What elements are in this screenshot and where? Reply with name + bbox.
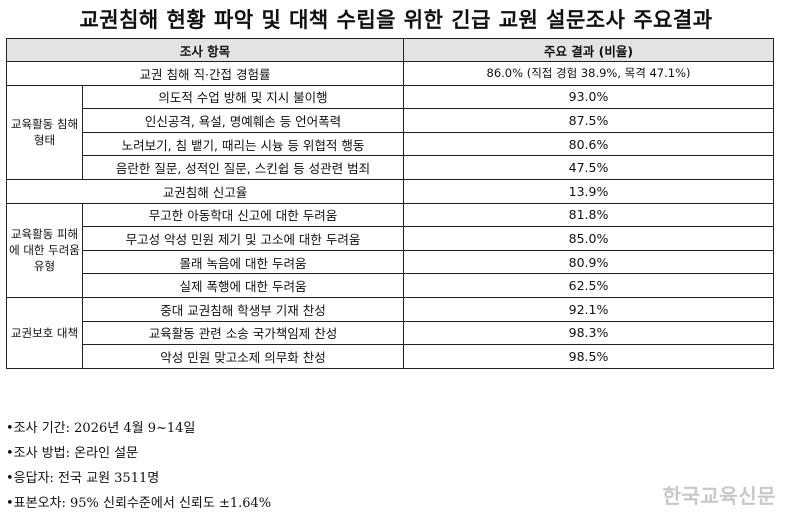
- row-value: 92.1%: [403, 296, 775, 322]
- row-value: 86.0% (직접 경험 38.9%, 목격 47.1%): [403, 61, 775, 86]
- row-label: 몰래 녹음에 대한 두려움: [81, 249, 405, 275]
- table-row: 무고성 악성 민원 제기 및 고소에 대한 두려움 85.0%: [7, 226, 775, 251]
- table-row: 몰래 녹음에 대한 두려움 80.9%: [7, 249, 775, 275]
- table-row: 음란한 질문, 성적인 질문, 스킨쉽 등 성관련 범죄 47.5%: [7, 155, 775, 180]
- row-value: 13.9%: [403, 178, 775, 204]
- category-cell: 교권보호 대책: [6, 296, 83, 369]
- table-row: 교육활동 피해에 대한 두려움 유형 무고한 아동학대 신고에 대한 두려움 8…: [6, 202, 775, 298]
- row-value: 98.3%: [403, 320, 775, 346]
- row-label: 노려보기, 침 뱉기, 때리는 시늉 등 위협적 행동: [81, 131, 405, 157]
- note-respondents: •응답자: 전국 교원 3511명: [6, 471, 160, 486]
- table-row: 교육활동 침해 형태 의도적 수업 방해 및 지시 불이행 93.0%: [6, 84, 775, 180]
- row-label: 교육활동 관련 소송 국가책임제 찬성: [81, 320, 405, 346]
- category-cell: 교육활동 피해에 대한 두려움 유형: [6, 202, 83, 298]
- table-row: 교권 침해 직·간접 경험률 86.0% (직접 경험 38.9%, 목격 47…: [5, 61, 775, 86]
- row-label: 실제 폭행에 대한 두려움: [81, 273, 405, 298]
- row-label: 무고성 악성 민원 제기 및 고소에 대한 두려움: [81, 226, 405, 251]
- row-value: 62.5%: [403, 273, 775, 298]
- note-margin-of-error: •표본오차: 95% 신뢰수준에서 신뢰도 ±1.64%: [6, 496, 272, 511]
- page-title: 교권침해 현황 파악 및 대책 수립을 위한 긴급 교원 설문조사 주요결과: [79, 8, 713, 32]
- row-label: 중대 교권침해 학생부 기재 찬성: [81, 296, 405, 322]
- table-row: 교권침해 신고율 13.9%: [5, 178, 775, 204]
- row-value: 47.5%: [403, 155, 775, 180]
- row-label: 인신공격, 욕설, 명예훼손 등 언어폭력: [81, 108, 405, 133]
- note-method: •조사 방법: 온라인 설문: [6, 446, 139, 461]
- row-label: 음란한 질문, 성적인 질문, 스킨쉽 등 성관련 범죄: [81, 155, 405, 180]
- table-row: 교육활동 관련 소송 국가책임제 찬성 98.3%: [7, 320, 775, 346]
- row-label: 무고한 아동학대 신고에 대한 두려움: [81, 202, 405, 228]
- table-row: 악성 민원 맞고소제 의무화 찬성 98.5%: [7, 344, 775, 369]
- table-row: 교권보호 대책 중대 교권침해 학생부 기재 찬성 92.1%: [6, 296, 775, 369]
- row-value: 81.8%: [403, 202, 775, 228]
- survey-notes: •조사 기간: 2026년 4월 9~14일 •조사 방법: 온라인 설문 •응…: [6, 416, 271, 516]
- header-item: 조사 항목: [5, 38, 405, 62]
- row-label: 교권 침해 직·간접 경험률: [5, 61, 405, 86]
- row-value: 93.0%: [403, 84, 775, 110]
- survey-results-table: 조사 항목 주요 결과 (비율) 교권 침해 직·간접 경험률 86.0% (직…: [5, 38, 775, 369]
- category-cell: 교육활동 침해 형태: [6, 84, 83, 180]
- row-value: 85.0%: [403, 226, 775, 251]
- publisher-watermark: 한국교육신문: [662, 484, 776, 508]
- table-header-row: 조사 항목 주요 결과 (비율): [5, 38, 775, 62]
- row-label: 교권침해 신고율: [5, 178, 405, 204]
- row-value: 87.5%: [403, 108, 775, 133]
- note-period: •조사 기간: 2026년 4월 9~14일: [6, 421, 196, 436]
- row-value: 80.9%: [403, 249, 775, 275]
- table-row: 인신공격, 욕설, 명예훼손 등 언어폭력 87.5%: [7, 108, 775, 133]
- row-value: 80.6%: [403, 131, 775, 157]
- row-label: 의도적 수업 방해 및 지시 불이행: [81, 84, 405, 110]
- header-result: 주요 결과 (비율): [403, 38, 775, 62]
- row-value: 98.5%: [403, 344, 775, 369]
- row-label: 악성 민원 맞고소제 의무화 찬성: [81, 344, 405, 369]
- table-row: 실제 폭행에 대한 두려움 62.5%: [7, 273, 775, 298]
- table-row: 노려보기, 침 뱉기, 때리는 시늉 등 위협적 행동 80.6%: [7, 131, 775, 157]
